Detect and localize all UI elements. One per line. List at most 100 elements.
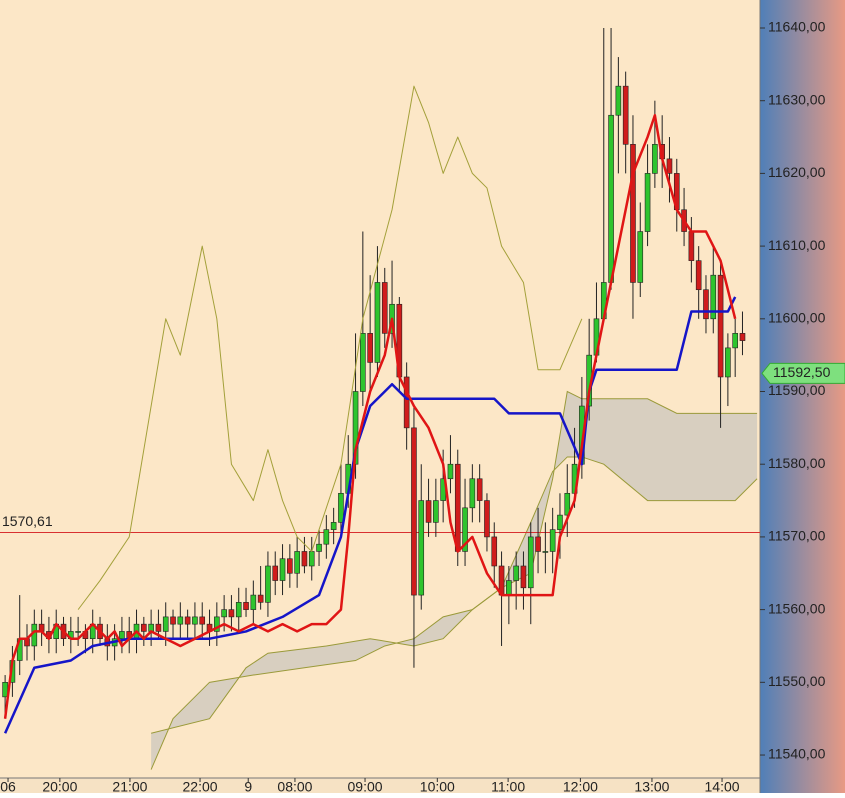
candle-body (257, 594, 264, 603)
candle-body (323, 529, 330, 545)
x-tick-label: 09:00 (348, 779, 383, 793)
candle-body (119, 631, 125, 640)
candle-body (228, 609, 235, 618)
indicator-line (3, 296, 737, 734)
candle-body (170, 616, 176, 625)
candle-body (652, 144, 658, 174)
x-tick-label: 22:00 (183, 779, 218, 793)
candle-body (542, 551, 549, 553)
candle-body (184, 616, 191, 625)
y-tick-label: 11580,00 (768, 455, 826, 471)
candle-body (374, 282, 381, 363)
x-tick-label: 06 (0, 779, 16, 793)
candle-body (235, 602, 242, 618)
candle-body (250, 594, 257, 610)
candle-body (308, 551, 315, 567)
candle-body (476, 478, 483, 501)
y-tick-label: 11610,00 (768, 237, 826, 253)
candle-body (520, 565, 527, 589)
cloud-edge (150, 456, 758, 770)
candle-body (637, 231, 644, 283)
x-tick-label: 10:00 (420, 779, 455, 793)
price-axis-panel (760, 0, 845, 793)
x-tick-label: 9 (244, 779, 252, 793)
candle-body (644, 173, 651, 232)
candle-body (622, 85, 629, 145)
last-price-badge (761, 362, 845, 384)
candle-body (703, 289, 709, 320)
plot-background (0, 0, 760, 778)
y-tick-label: 11560,00 (768, 600, 826, 616)
candle-body (425, 500, 432, 523)
candle-body (294, 551, 300, 574)
y-tick-label: 11590,00 (768, 382, 826, 398)
candle-body (513, 565, 519, 581)
y-tick-label: 11600,00 (768, 310, 826, 326)
candle-body (630, 144, 636, 283)
candle-body (265, 565, 271, 603)
candle-body (221, 609, 227, 618)
candle-body (732, 333, 738, 349)
last-price-label: 11592,50 (773, 364, 831, 380)
candle-body (162, 616, 169, 632)
candle-body (433, 500, 439, 523)
y-tick-label: 11630,00 (768, 91, 826, 107)
candle-body (214, 616, 220, 632)
candle-body (491, 536, 498, 567)
candle-body (564, 492, 571, 516)
candle-body (141, 623, 147, 632)
candle-body (462, 507, 468, 552)
y-tick-label: 11540,00 (768, 746, 826, 762)
candle-body (418, 500, 425, 596)
candle-body (411, 427, 417, 596)
candle-body (725, 347, 731, 378)
candle-body (666, 158, 673, 174)
candle-body (75, 631, 81, 633)
candle-body (272, 565, 279, 581)
candle-body (243, 602, 249, 610)
candle-body (316, 543, 322, 552)
candle-body (469, 478, 476, 509)
candle-body (739, 333, 746, 341)
candle-body (367, 333, 373, 363)
candle-body (717, 274, 724, 378)
candle-body (192, 616, 198, 625)
y-tick-label: 11550,00 (768, 673, 826, 689)
x-tick-label: 11:00 (491, 779, 525, 793)
candle-body (688, 231, 695, 261)
indicator-line (3, 113, 737, 719)
cloud-fill (151, 391, 758, 770)
candle-body (199, 616, 206, 625)
candle-body (447, 463, 454, 480)
candle-body (484, 500, 490, 538)
x-tick-label: 08:00 (277, 779, 312, 793)
candle-body (287, 558, 293, 574)
y-tick-label: 11620,00 (768, 164, 826, 180)
candle-body (615, 85, 622, 116)
x-tick-label: 14:00 (705, 779, 740, 793)
candle-body (279, 558, 286, 581)
candle-body (695, 260, 702, 291)
candle-body (360, 333, 366, 392)
candle-body (403, 376, 410, 429)
y-tick-label: 11570,00 (768, 528, 826, 544)
candle-body (31, 623, 38, 647)
x-tick-label: 21:00 (112, 779, 147, 793)
x-tick-label: 13:00 (634, 779, 669, 793)
candle-body (535, 536, 541, 552)
candle-body (2, 682, 8, 698)
candle-body (330, 522, 337, 530)
x-tick-label: 20:00 (42, 779, 77, 793)
candle-body (527, 536, 534, 589)
time-axis-panel (0, 778, 760, 793)
candle-body (381, 282, 388, 334)
candle-body (549, 529, 556, 552)
candle-body (557, 514, 563, 530)
plot-layer: 1570,61 (0, 27, 760, 770)
candle-body (506, 580, 512, 596)
level-label: 1570,61 (2, 513, 53, 529)
candle-body (338, 492, 344, 523)
candle-body (710, 274, 717, 320)
